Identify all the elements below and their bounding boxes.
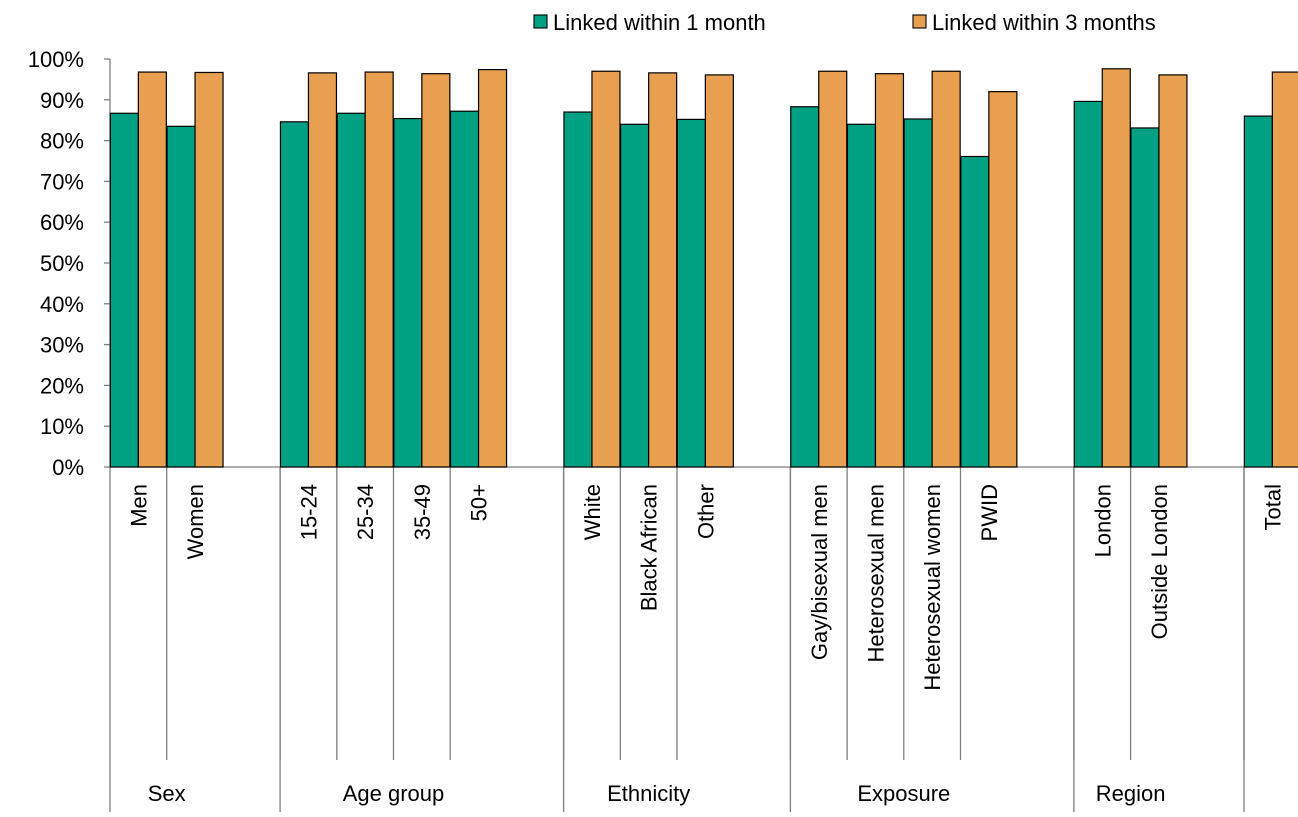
category-label: PWID xyxy=(977,484,1002,541)
y-tick-label: 60% xyxy=(40,210,84,235)
bar-month1 xyxy=(449,110,480,468)
category-label: 25-34 xyxy=(353,484,378,540)
y-tick-label: 90% xyxy=(40,88,84,113)
group-labels: Sex Age group Ethnicity Exposure Region xyxy=(148,781,1166,806)
bars xyxy=(109,68,1298,468)
category-label: Heterosexual men xyxy=(863,484,888,663)
bar-month3 xyxy=(421,73,451,468)
y-tick-label: 100% xyxy=(28,47,84,72)
bar-month1 xyxy=(960,155,990,468)
y-tick-label: 80% xyxy=(40,129,84,154)
category-label: Other xyxy=(693,484,718,539)
category-label: White xyxy=(580,484,605,540)
bar-month1 xyxy=(1073,100,1103,468)
bar-month3 xyxy=(1158,74,1188,468)
bar-month3 xyxy=(591,70,621,468)
bar-month3 xyxy=(648,72,678,468)
bar-month1 xyxy=(790,106,820,468)
bar-month1 xyxy=(336,112,366,468)
bar-month3 xyxy=(818,70,848,468)
group-label: Exposure xyxy=(857,781,950,806)
y-tick-label: 10% xyxy=(40,414,84,439)
category-label: 35-49 xyxy=(410,484,435,540)
group-label: Ethnicity xyxy=(607,781,690,806)
category-label: Heterosexual women xyxy=(920,484,945,691)
category-label: 50+ xyxy=(467,484,492,521)
legend-label: Linked within 3 months xyxy=(932,10,1156,35)
bar-month1 xyxy=(676,118,706,468)
bar-month3 xyxy=(307,72,338,468)
group-label: Region xyxy=(1096,781,1166,806)
bar-month3 xyxy=(1101,68,1131,468)
bar-month1 xyxy=(846,123,877,468)
y-tick-label: 50% xyxy=(40,251,84,276)
bar-month3 xyxy=(364,71,394,468)
category-labels: Men Women 15-24 25-34 35-49 50+ White Black Afr… xyxy=(126,484,1285,691)
bar-month3 xyxy=(1271,71,1298,468)
legend-swatch-month1 xyxy=(533,14,548,29)
bar-month3 xyxy=(704,74,734,468)
bar-month1 xyxy=(279,121,310,468)
y-tick-label: 20% xyxy=(40,373,84,398)
axes: 0% 10% 20% 30% 40% 50% 60% 70% 80% 90% 100% xyxy=(28,47,1298,812)
bar-month1 xyxy=(620,123,650,468)
bar-month3 xyxy=(137,71,167,468)
bar-month1 xyxy=(1130,127,1160,468)
category-label: Gay/bisexual men xyxy=(807,484,832,660)
legend: Linked within 1 month Linked within 3 mon… xyxy=(533,10,1156,35)
legend-swatch-month3 xyxy=(912,14,927,29)
bar-month1 xyxy=(166,125,196,468)
y-tick-label: 40% xyxy=(40,292,84,317)
category-label: Men xyxy=(126,484,151,527)
group-label: Age group xyxy=(343,781,445,806)
bar-month1 xyxy=(563,111,593,468)
category-label: Black African xyxy=(637,484,662,611)
legend-label: Linked within 1 month xyxy=(553,10,766,35)
category-label: Total xyxy=(1260,484,1285,530)
bar-month1 xyxy=(1243,115,1273,468)
bar-month3 xyxy=(477,69,508,468)
y-tick-label: 70% xyxy=(40,169,84,194)
category-label: Women xyxy=(183,484,208,559)
category-label: 15-24 xyxy=(296,484,321,540)
bar-month3 xyxy=(874,73,905,468)
bar-month1 xyxy=(903,118,933,468)
category-label: Outside London xyxy=(1147,484,1172,639)
bar-month1 xyxy=(109,112,139,468)
y-tick-label: 30% xyxy=(40,333,84,358)
category-label: London xyxy=(1090,484,1115,557)
y-tick-label: 0% xyxy=(52,455,84,480)
bar-month3 xyxy=(194,71,224,468)
group-label: Sex xyxy=(148,781,186,806)
bar-month3 xyxy=(988,91,1018,468)
bar-month3 xyxy=(931,70,961,468)
bar-month1 xyxy=(393,117,423,468)
